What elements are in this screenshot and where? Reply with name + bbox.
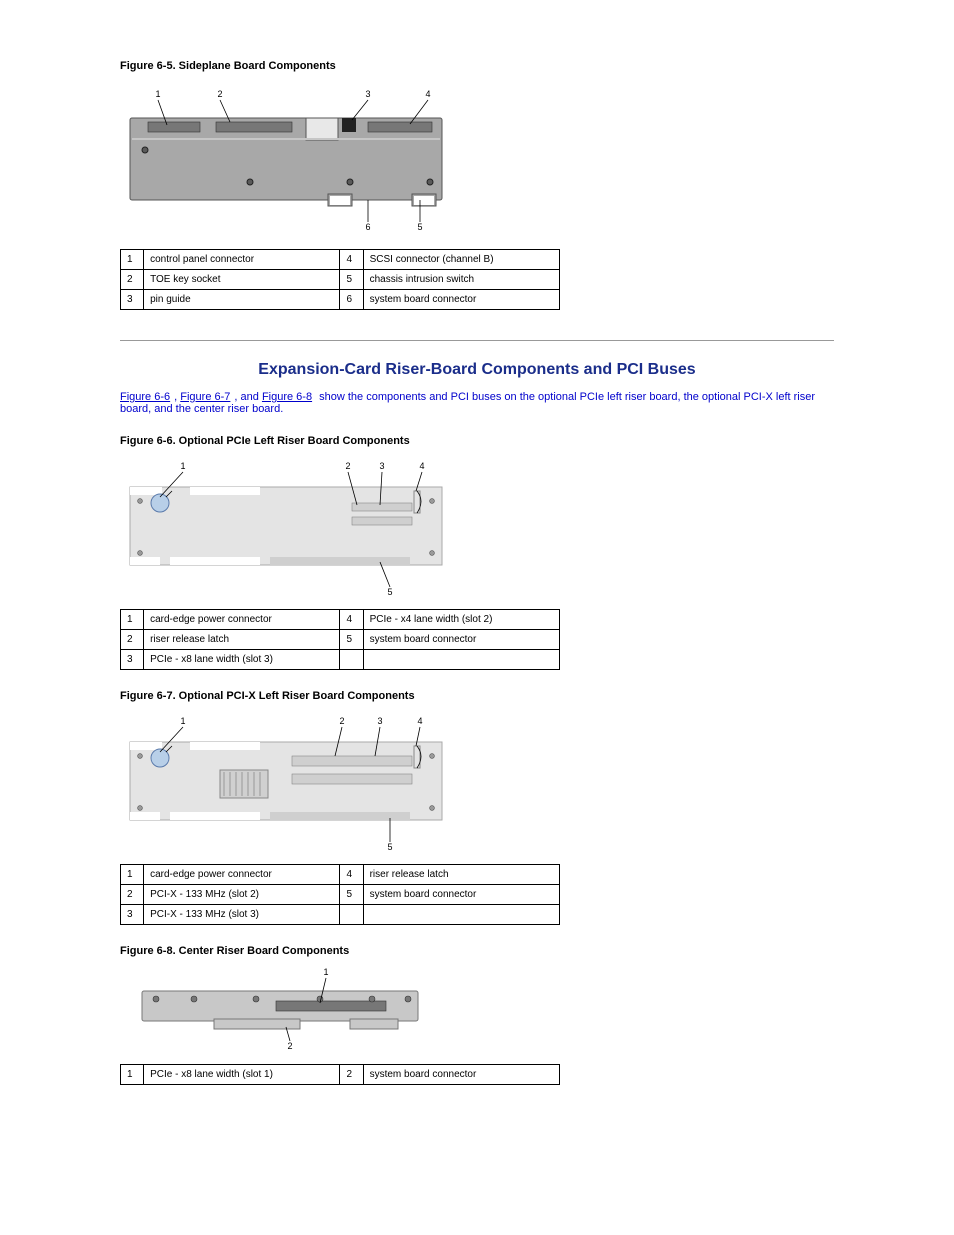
fig6-diagram: 1 2 3 4 5 bbox=[120, 457, 834, 597]
svg-text:4: 4 bbox=[425, 89, 430, 99]
svg-text:5: 5 bbox=[387, 842, 392, 852]
svg-text:1: 1 bbox=[323, 967, 328, 977]
svg-text:5: 5 bbox=[417, 222, 422, 232]
link-fig6-7[interactable]: Figure 6-7 bbox=[180, 391, 230, 403]
svg-text:2: 2 bbox=[287, 1041, 292, 1051]
svg-text:1: 1 bbox=[155, 89, 160, 99]
svg-text:2: 2 bbox=[339, 716, 344, 726]
svg-text:3: 3 bbox=[379, 461, 384, 471]
intro-links: Figure 6-6, Figure 6-7, and Figure 6-8 s… bbox=[120, 391, 834, 415]
svg-text:2: 2 bbox=[345, 461, 350, 471]
fig7-title: Figure 6-7. Optional PCI-X Left Riser Bo… bbox=[120, 690, 834, 702]
svg-text:1: 1 bbox=[180, 461, 185, 471]
svg-text:3: 3 bbox=[365, 89, 370, 99]
fig5-legend: 1control panel connector 4SCSI connector… bbox=[120, 249, 560, 310]
svg-text:4: 4 bbox=[417, 716, 422, 726]
fig8-diagram: 1 2 bbox=[120, 967, 834, 1052]
svg-text:3: 3 bbox=[377, 716, 382, 726]
section-title: Expansion-Card Riser-Board Components an… bbox=[120, 361, 834, 379]
link-fig6-8[interactable]: Figure 6-8 bbox=[262, 391, 312, 403]
fig6-legend: 1card-edge power connector 4PCIe - x4 la… bbox=[120, 609, 560, 670]
fig5-title: Figure 6-5. Sideplane Board Components bbox=[120, 60, 834, 72]
fig6-title: Figure 6-6. Optional PCIe Left Riser Boa… bbox=[120, 435, 834, 447]
svg-text:4: 4 bbox=[419, 461, 424, 471]
fig7-diagram: 1 2 3 4 5 bbox=[120, 712, 834, 852]
fig7-legend: 1card-edge power connector 4riser releas… bbox=[120, 864, 560, 925]
link-fig6-6[interactable]: Figure 6-6 bbox=[120, 391, 170, 403]
fig8-legend: 1PCIe - x8 lane width (slot 1) 2system b… bbox=[120, 1064, 560, 1085]
svg-text:1: 1 bbox=[180, 716, 185, 726]
fig8-title: Figure 6-8. Center Riser Board Component… bbox=[120, 945, 834, 957]
svg-text:6: 6 bbox=[365, 222, 370, 232]
svg-text:2: 2 bbox=[217, 89, 222, 99]
section-divider bbox=[120, 340, 834, 341]
svg-text:5: 5 bbox=[387, 587, 392, 597]
fig5-diagram: 1 2 3 4 5 6 bbox=[120, 82, 834, 237]
